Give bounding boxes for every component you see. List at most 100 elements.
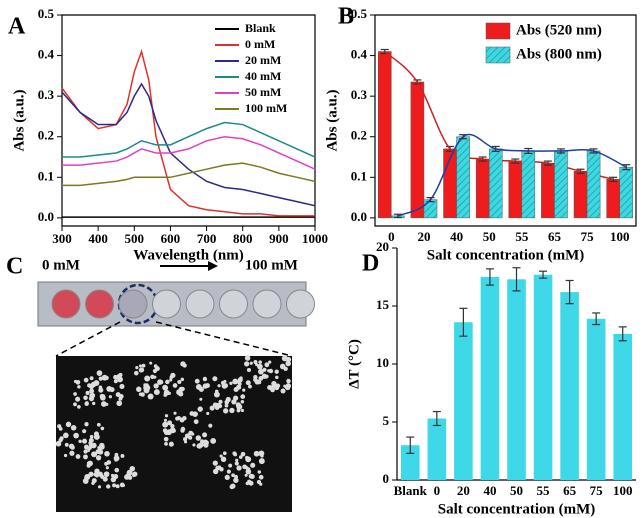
particle [113,379,118,384]
particle [228,463,233,468]
particle [258,458,265,465]
bar [480,277,500,480]
y-tick-label: 0.2 [38,128,54,143]
particle [63,453,68,458]
particle [153,389,160,396]
particle [250,462,256,468]
x-tick-label: 75 [590,483,604,498]
particle [163,418,168,422]
particle [184,440,188,444]
x-tick-label: 600 [161,231,181,246]
bar [606,179,620,219]
particle [231,473,235,478]
particle [205,383,210,389]
particle [157,379,163,385]
bar [488,148,503,219]
legend-swatch [485,46,511,64]
y-tick-label: 0.1 [351,168,367,183]
particle [226,469,231,474]
particle [73,402,77,407]
particle [224,474,230,480]
bar [400,445,420,480]
particle [253,360,258,365]
legend-label: 40 mM [245,69,281,83]
particle [196,444,201,449]
particle [103,471,110,478]
particle [105,402,109,406]
legend-label: 50 mM [245,85,281,99]
particle [82,429,87,434]
particle [77,385,81,389]
particle [65,421,72,428]
x-tick-label: 500 [125,231,145,246]
y-tick-label: 10 [376,355,389,370]
x-tick-label: 400 [88,231,108,246]
particle [195,435,202,441]
particle [101,401,107,407]
particle [240,451,246,457]
bar [427,418,447,480]
particle [141,363,146,368]
bar [423,199,438,219]
bar [533,274,553,480]
particle [120,454,125,458]
particle [271,380,277,387]
particle [245,456,252,463]
particle [237,377,243,383]
y-tick-label: 0.0 [351,209,367,224]
particle [210,437,217,444]
spectrum-line [61,82,316,207]
particle [106,460,112,465]
y-tick-label: 0.3 [351,87,368,102]
particle [217,384,221,388]
particle [110,473,115,478]
particle [87,449,91,453]
particle [244,361,250,367]
y-tick-label: 15 [376,297,390,312]
y-tick-label: 0.3 [38,87,55,102]
particle [183,437,188,442]
particle [220,456,227,463]
particle [93,380,100,386]
particle [132,471,138,477]
particle [93,431,99,437]
particle [83,454,88,460]
particle [192,443,196,447]
particle [115,484,120,489]
y-axis-label: ΔT (°C) [346,339,362,389]
particle [138,364,142,368]
particle [58,437,63,443]
particle [184,433,190,439]
bar [619,166,633,219]
particle [248,473,254,479]
particle [162,421,169,428]
particle [245,380,251,386]
bar [378,51,392,219]
particle [57,424,62,429]
bar [613,333,633,480]
particle [117,376,123,383]
y-tick-label: 0.1 [38,168,54,183]
particle [101,374,108,381]
particle [267,369,271,373]
x-tick-label: 100 [610,229,630,244]
particle [69,450,75,456]
particle [233,477,239,483]
particle [242,388,246,392]
x-tick-label: 20 [457,483,470,498]
panel-c: C 0 mM 100 mM [6,254,315,512]
well [118,289,148,319]
particle [200,439,205,444]
legend-label: 20 mM [245,53,281,67]
particle [268,360,272,364]
x-tick-label: 700 [197,231,217,246]
start-label: 0 mM [42,257,80,273]
y-tick-label: 0.4 [38,47,55,62]
particle [82,438,88,444]
bar [573,170,588,219]
particle [234,474,238,479]
particle [133,370,139,376]
particle [245,468,252,475]
bar [410,81,425,219]
particle [178,386,184,393]
